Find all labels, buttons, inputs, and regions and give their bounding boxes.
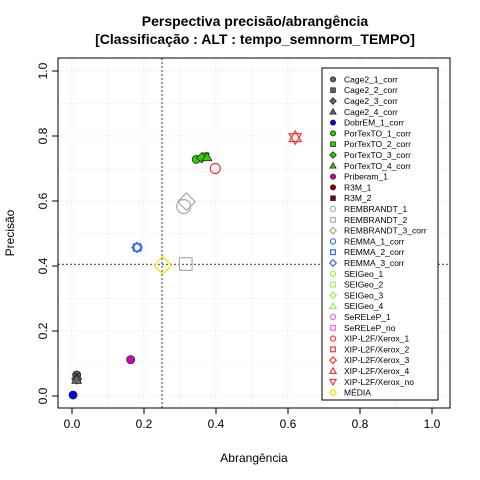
x-axis-label: Abrangência [220,451,288,465]
data-point [153,255,173,275]
legend-label: REMBRANDT_2 [344,215,408,225]
legend-marker [329,205,337,213]
legend-marker [329,173,336,180]
legend-label: SEIGeo_3 [344,290,383,300]
legend-marker [330,87,336,93]
legend-marker [330,216,336,223]
data-point [178,257,193,271]
legend-marker [330,324,336,331]
legend-marker [330,195,336,201]
legend-marker [329,270,337,277]
legend-marker [328,356,338,365]
legend-label: SEIGeo_4 [344,301,383,311]
data-point [209,162,221,175]
x-tick-label: 1.0 [424,417,441,431]
legend-marker [328,366,338,374]
legend-label: PorTexTO_4_corr [344,161,411,171]
legend-marker [329,161,337,169]
y-tick-label: 0.6 [36,192,50,209]
x-tick-label: 0.0 [64,417,81,431]
x-tick-label: 0.2 [136,417,153,431]
legend-label: XIP-L2F/Xerox_3 [344,355,409,365]
data-point [71,374,83,384]
y-tick-label: 0.2 [36,322,50,339]
x-tick-label: 0.4 [208,417,225,431]
legend-marker [329,151,337,159]
grid [58,58,450,408]
legend-label: SeRELeP_no [344,323,396,333]
x-tick-label: 0.8 [352,417,369,431]
legend-label: PorTexTO_1_corr [344,128,411,138]
legend-marker [329,119,336,126]
legend-label: SEIGeo_1 [344,269,383,279]
legend-marker [328,291,338,300]
legend-label: DobrEM_1_corr [344,118,404,128]
legend-marker [330,346,336,353]
legend-marker [329,130,336,137]
legend-label: SeRELeP_1 [344,312,391,322]
legend-marker [329,97,337,105]
legend-label: Cage2_4_corr [344,107,398,117]
data-point [201,151,213,162]
chart-title: Perspectiva precisão/abrangência [142,13,369,29]
legend-label: Cage2_2_corr [344,85,398,95]
y-tick-label: 1.0 [36,62,50,79]
legend-marker [330,141,336,147]
legend-label: REMMA_1_corr [344,236,405,246]
reference-lines [58,58,450,408]
legend-label: REMBRANDT_3_corr [344,226,427,236]
data-point [288,129,303,143]
data-point [176,192,197,212]
legend-marker [329,76,336,83]
legend-label: REMMA_3_corr [344,258,405,268]
x-tick-label: 0.6 [280,417,297,431]
legend-label: XIP-L2F/Xerox_no [344,377,414,387]
legend-label: XIP-L2F/Xerox_1 [344,334,409,344]
legend-marker [329,313,337,321]
legend-label: Cage2_3_corr [344,96,398,106]
x-axis: 0.0 0.2 0.4 0.6 0.8 1.0 [64,408,441,431]
legend-marker [328,226,338,235]
legend: Cage2_1_corrCage2_2_corrCage2_3_corrCage… [321,67,439,401]
legend-label: PorTexTO_2_corr [344,139,411,149]
data-points [68,129,303,400]
data-point [132,243,142,252]
data-point [68,390,78,400]
legend-label: XIP-L2F/Xerox_2 [344,344,409,354]
legend-label: REMMA_2_corr [344,247,405,257]
legend-marker [329,238,337,245]
legend-label: R3M_1 [344,182,372,192]
legend-marker [330,281,336,288]
data-point [288,133,303,146]
legend-label: R3M_2 [344,193,372,203]
data-point [176,198,192,215]
y-axis: 0.0 0.2 0.4 0.6 0.8 1.0 [36,62,58,404]
legend-marker [328,258,338,268]
y-tick-label: 0.0 [36,387,50,404]
data-point [126,355,136,365]
y-tick-label: 0.4 [36,257,50,274]
legend-label: REMBRANDT_1 [344,204,408,214]
plot-frame [57,57,451,409]
legend-label: Priberam_1 [344,172,388,182]
chart-subtitle: [Classificação : ALT : tempo_semnorm_TEM… [95,31,415,47]
legend-label: XIP-L2F/Xerox_4 [344,366,409,376]
legend-marker [329,107,337,115]
y-tick-label: 0.8 [36,127,50,144]
legend-marker [328,378,338,387]
legend-marker [329,335,337,342]
legend-marker [330,249,336,256]
legend-marker [329,184,336,191]
legend-box [321,67,439,401]
legend-label: PorTexTO_3_corr [344,150,411,160]
data-point [130,241,143,254]
y-axis-label: Precisão [3,209,17,256]
legend-label: SEIGeo_2 [344,280,383,290]
legend-marker [328,388,338,397]
legend-marker [328,301,338,310]
legend-label: MÉDIA [344,388,371,398]
legend-label: Cage2_1_corr [344,74,398,84]
